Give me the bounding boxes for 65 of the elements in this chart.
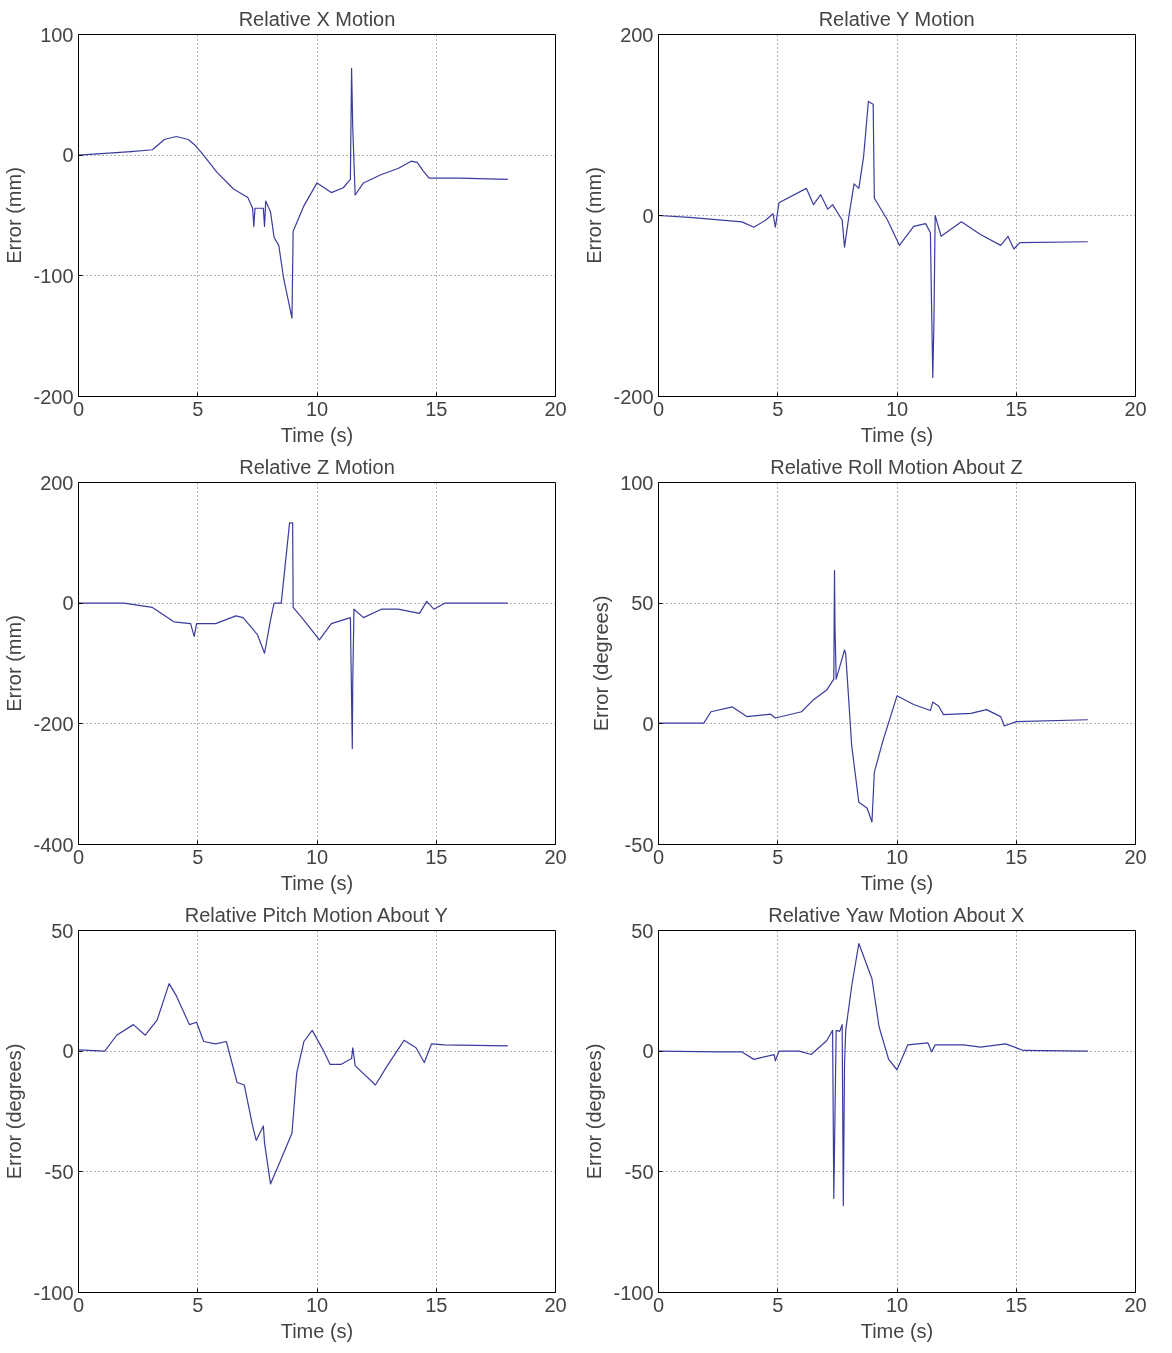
- chart-title: Relative Roll Motion About Z: [770, 455, 1023, 478]
- y-tick-label: 0: [642, 1040, 654, 1063]
- chart-title: Relative X Motion: [238, 7, 396, 30]
- x-tick-label: 5: [772, 845, 784, 868]
- y-axis-title: Error (degrees): [590, 595, 613, 732]
- y-tick-label: -200: [33, 385, 74, 408]
- y-axis-title: Error (mm): [583, 167, 606, 264]
- x-tick-label: 10: [305, 845, 329, 868]
- chart-title: Relative Pitch Motion About Y: [184, 903, 448, 926]
- y-tick-label: 0: [62, 144, 74, 167]
- y-tick-label: 0: [62, 1040, 74, 1063]
- x-tick-label: 5: [772, 397, 784, 420]
- x-tick-label: 10: [305, 397, 329, 420]
- x-tick-label: 15: [425, 845, 448, 868]
- x-tick-label: 20: [544, 1293, 567, 1316]
- y-tick-label: -200: [33, 712, 74, 735]
- y-tick-label: 100: [40, 23, 74, 46]
- x-axis-title: Time (s): [860, 423, 934, 446]
- chart-title: Relative Yaw Motion About X: [768, 903, 1025, 926]
- y-axis-title: Error (mm): [3, 615, 26, 712]
- y-tick-label: 0: [642, 204, 654, 227]
- x-axis-title: Time (s): [860, 1319, 934, 1342]
- x-axis-title: Time (s): [280, 1319, 354, 1342]
- x-tick-label: 10: [885, 845, 909, 868]
- y-tick-label: 50: [631, 592, 654, 615]
- x-tick-label: 5: [772, 1293, 784, 1316]
- y-tick-label: -50: [624, 1160, 654, 1183]
- x-tick-label: 10: [885, 1293, 909, 1316]
- y-tick-label: -50: [44, 1160, 74, 1183]
- chart-title: Relative Z Motion: [239, 455, 395, 478]
- x-tick-label: 20: [544, 845, 567, 868]
- y-tick-label: 0: [642, 712, 654, 735]
- y-tick-label: -400: [33, 833, 74, 856]
- x-tick-label: 15: [1005, 397, 1028, 420]
- y-axis-title: Error (mm): [3, 167, 26, 264]
- x-tick-label: 5: [192, 845, 204, 868]
- y-axis-title: Error (degrees): [583, 1043, 606, 1180]
- y-tick-label: -100: [33, 264, 74, 287]
- x-axis-title: Time (s): [280, 423, 354, 446]
- chart-title: Relative Y Motion: [818, 7, 975, 30]
- x-tick-label: 15: [1005, 845, 1028, 868]
- y-tick-label: -100: [613, 1281, 654, 1304]
- y-tick-label: 0: [62, 592, 74, 615]
- x-tick-label: 5: [192, 1293, 204, 1316]
- x-tick-label: 20: [1124, 845, 1147, 868]
- x-tick-label: 20: [1124, 1293, 1147, 1316]
- x-tick-label: 5: [192, 397, 204, 420]
- x-tick-label: 10: [305, 1293, 329, 1316]
- x-axis-title: Time (s): [860, 871, 934, 894]
- x-tick-label: 15: [425, 397, 448, 420]
- y-tick-label: -100: [33, 1281, 74, 1304]
- y-tick-label: 50: [631, 919, 654, 942]
- x-tick-label: 20: [1124, 397, 1147, 420]
- x-tick-label: 15: [425, 1293, 448, 1316]
- y-tick-label: 200: [40, 471, 74, 494]
- x-tick-label: 20: [544, 397, 567, 420]
- x-tick-label: 10: [885, 397, 909, 420]
- y-tick-label: 50: [51, 919, 74, 942]
- y-axis-title: Error (degrees): [3, 1043, 26, 1180]
- y-tick-label: 100: [620, 471, 654, 494]
- x-tick-label: 15: [1005, 1293, 1028, 1316]
- x-axis-title: Time (s): [280, 871, 354, 894]
- y-tick-label: 200: [620, 23, 654, 46]
- y-tick-label: -200: [613, 385, 654, 408]
- y-tick-label: -50: [624, 833, 654, 856]
